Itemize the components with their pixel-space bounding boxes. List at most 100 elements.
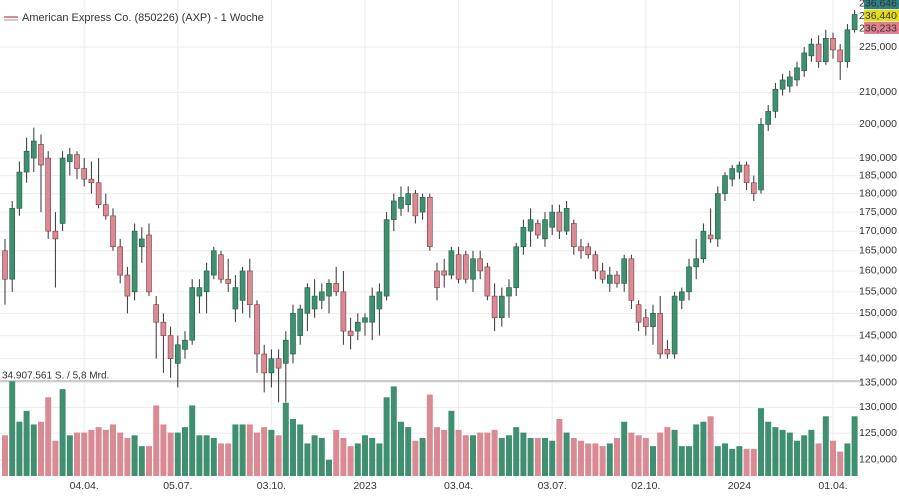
candle-body xyxy=(808,43,815,57)
volume-bar xyxy=(765,421,772,476)
candle-body xyxy=(189,287,195,341)
candle-body xyxy=(160,321,167,336)
volume-bar xyxy=(383,397,390,476)
candle-body xyxy=(390,200,397,220)
candle-body xyxy=(318,291,325,301)
candle-body xyxy=(477,258,484,272)
candle-body xyxy=(714,193,721,240)
volume-bar xyxy=(102,429,109,476)
volume-bar xyxy=(563,432,570,476)
volume-bar xyxy=(297,424,304,476)
candle-body xyxy=(211,250,217,276)
candle-body xyxy=(16,171,23,209)
volume-bar xyxy=(786,432,793,476)
legend-title: American Express Co. (850226) (AXP) - 1 … xyxy=(22,12,264,24)
y-tick-label: 200,000 xyxy=(859,118,897,130)
candle-body xyxy=(578,246,584,252)
volume-bar xyxy=(290,419,296,476)
volume-bar xyxy=(455,429,462,476)
volume-bar xyxy=(527,438,534,476)
volume-bar xyxy=(117,432,124,476)
x-tick-label: 03.07. xyxy=(538,480,567,492)
candle-body xyxy=(196,287,203,297)
candle-body xyxy=(772,88,779,112)
last-price-box xyxy=(864,9,899,22)
volume-bar xyxy=(210,438,217,476)
volume-bar xyxy=(182,427,188,476)
candle-body xyxy=(506,287,512,297)
x-axis: 04.04. 05.07. 03.10. 2023 03.04. 03.07. 02.10.… xyxy=(70,480,848,492)
candle-body xyxy=(340,291,347,332)
candle-body xyxy=(743,164,750,184)
last-price-box xyxy=(864,22,899,34)
volume-bar xyxy=(333,429,340,476)
candle-body xyxy=(282,339,289,364)
candle-body xyxy=(398,196,404,209)
volume-bar xyxy=(441,429,448,476)
volume-bar xyxy=(311,435,318,476)
candle-body xyxy=(326,283,332,297)
volume-pane xyxy=(2,381,858,476)
volume-bar xyxy=(621,421,628,476)
candle-body xyxy=(671,295,678,355)
candle-body xyxy=(9,208,15,280)
y-tick-label: 160,000 xyxy=(859,265,897,277)
y-tick-label: 185,000 xyxy=(859,169,897,181)
volume-bar xyxy=(347,446,354,476)
candle-body xyxy=(549,211,556,228)
volume-bar xyxy=(599,446,606,476)
volume-bar xyxy=(743,448,750,476)
candle-body xyxy=(556,211,563,232)
volume-bar xyxy=(851,416,858,476)
volume-bar xyxy=(822,416,829,476)
candle-body xyxy=(794,67,800,81)
volume-bar xyxy=(650,446,656,476)
candle-body xyxy=(498,295,505,319)
candle-body xyxy=(124,274,131,297)
volume-bar xyxy=(362,435,368,476)
volume-bar xyxy=(225,443,232,476)
y-tick-label: 190,000 xyxy=(859,152,897,164)
volume-bar xyxy=(758,408,764,476)
candle-body xyxy=(74,154,80,169)
x-tick-label: 01.04. xyxy=(818,480,847,492)
volume-bar xyxy=(498,438,505,476)
candle-body xyxy=(103,204,109,217)
volume-bar xyxy=(794,440,800,476)
volume-bar xyxy=(354,443,361,476)
volume-bar xyxy=(462,435,469,476)
volume-bar xyxy=(434,427,440,476)
volume-bar xyxy=(722,443,728,476)
volume-bar xyxy=(671,429,678,476)
volume-bar xyxy=(326,459,332,476)
volume-bar xyxy=(239,424,246,476)
x-tick-label: 03.04. xyxy=(444,480,473,492)
candle-body xyxy=(311,295,318,310)
candle-body xyxy=(534,223,541,236)
y-tick-label: 170,000 xyxy=(859,225,897,237)
candle-body xyxy=(153,304,159,323)
volume-bar xyxy=(16,421,23,476)
candle-body xyxy=(167,335,174,359)
candle-body xyxy=(182,339,188,350)
volume-bar xyxy=(815,443,822,476)
volume-bar xyxy=(23,410,30,476)
volume-bar xyxy=(160,424,167,476)
x-tick-label: 05.07. xyxy=(163,480,192,492)
candle-body xyxy=(347,330,354,336)
volume-bar xyxy=(549,440,556,476)
last-price-label: 236,233 xyxy=(859,22,897,34)
candle-body xyxy=(254,304,260,355)
candle-body xyxy=(146,234,152,293)
volume-bar xyxy=(52,440,59,476)
volume-label: 34.907.561 S. / 5,8 Mrd. xyxy=(2,371,109,382)
volume-bar xyxy=(585,443,592,476)
candle-body xyxy=(527,219,534,232)
candle-body xyxy=(585,246,592,256)
candle-body xyxy=(247,270,253,305)
volume-bar xyxy=(398,421,404,476)
volume-bar xyxy=(707,416,714,476)
candle-body xyxy=(218,254,224,280)
candle-body xyxy=(844,29,851,63)
x-tick-label: 02.10. xyxy=(631,480,660,492)
